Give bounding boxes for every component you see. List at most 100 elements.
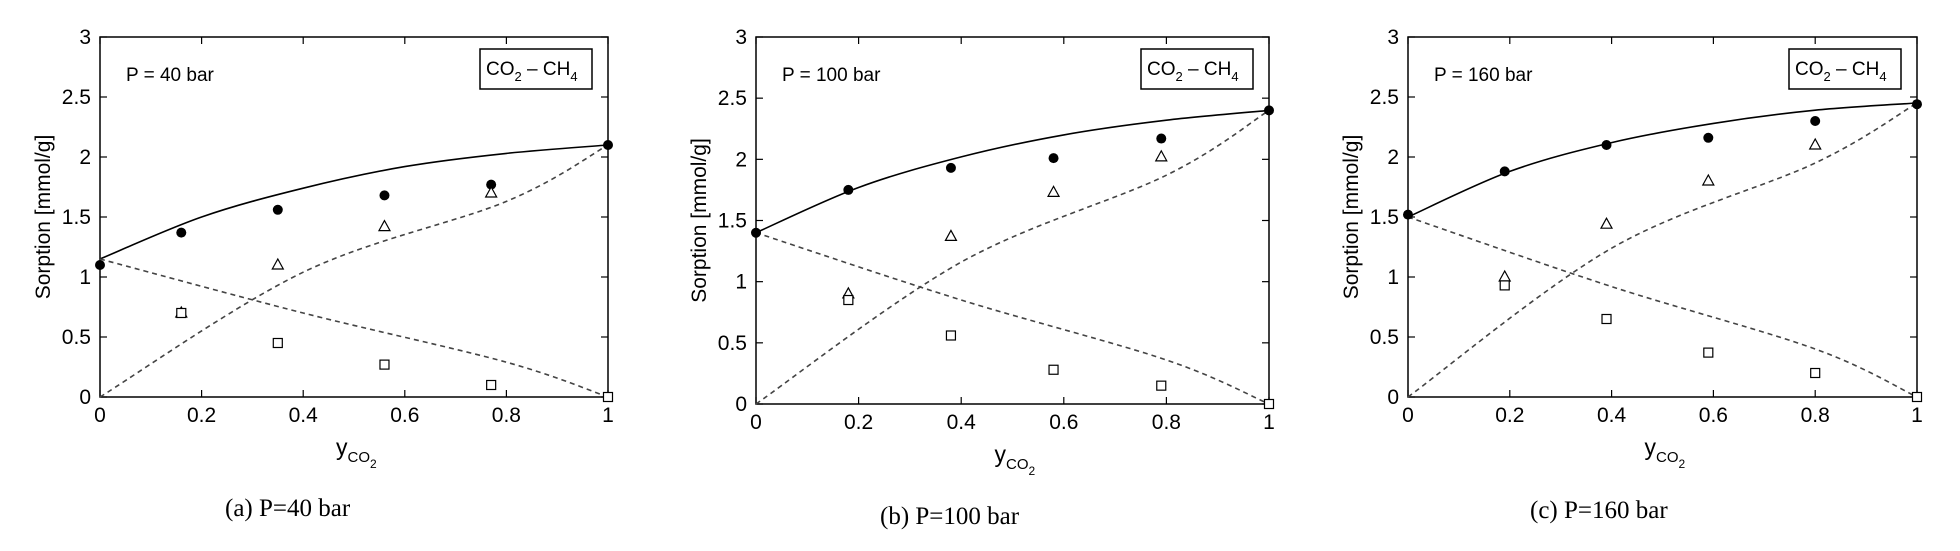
y-tick-label: 0.5 (1370, 326, 1399, 349)
plot-frame (99, 36, 609, 398)
co2-ch4-total-point (272, 204, 283, 215)
co2-ch4-total-point (603, 140, 613, 150)
ch4-point (176, 307, 187, 319)
co2-model-curve (755, 109, 1270, 405)
caption-c: (c) P=160 bar (1530, 497, 1668, 524)
y-tick-label: 1.5 (718, 210, 747, 233)
ch4-point (1499, 280, 1510, 291)
co2-ch4-total-point (1810, 116, 1821, 126)
y-tick-label: 0 (1387, 386, 1399, 409)
y-tick-label: 0.5 (718, 332, 747, 355)
co2-point (1498, 269, 1512, 282)
y-tick-label: 3 (1387, 26, 1399, 49)
pressure-label: P = 160 bar (1434, 65, 1533, 86)
x-tick-label: 0.8 (1801, 404, 1830, 427)
co2-point (1047, 185, 1061, 197)
system-label: CO2 – CH4 (1795, 59, 1887, 84)
y-tick-label: 3 (79, 26, 91, 49)
co2-point (1154, 149, 1168, 162)
ch4-model-curve (99, 258, 609, 398)
x-axis-title: yCO2 (995, 441, 1036, 478)
caption-b: (b) P=100 bar (880, 503, 1020, 530)
ch4-point (602, 391, 614, 403)
y-axis-title: Sorption [mmol/g] (1340, 135, 1363, 300)
co2-ch4-total-point (945, 162, 956, 173)
caption-a: (a) P=40 bar (225, 495, 351, 522)
system-label: CO2 – CH4 (486, 59, 578, 84)
co2-ch4-total-point (486, 179, 497, 190)
total-model-curve (1407, 102, 1918, 218)
x-tick-label: 0.4 (1597, 404, 1627, 427)
x-tick-label: 0.8 (1152, 411, 1181, 434)
x-tick-label: 0.6 (390, 404, 419, 427)
ch4-point (1703, 347, 1714, 358)
total-model-curve (755, 109, 1270, 234)
y-tick-label: 1 (735, 271, 747, 294)
x-tick-label: 1 (1911, 404, 1923, 427)
x-tick-label: 0.8 (492, 404, 521, 427)
co2-ch4-total-point (1264, 105, 1274, 116)
co2-point (271, 257, 285, 270)
co2-ch4-total-point (176, 227, 187, 238)
chart-panel-a: 0 0.2 0.4 0.6 0.8 1 0 0.5 1 1.5 2 2.5 3 Sorption [mmo… (32, 26, 614, 471)
y-tick-label: 3 (735, 26, 747, 49)
x-tick-label: 0 (1402, 404, 1414, 427)
y-tick-label: 2 (79, 146, 91, 169)
co2-ch4-total-point (751, 227, 761, 238)
ch4-model-curve (755, 231, 1270, 405)
x-tick-label: 0.2 (844, 411, 873, 434)
system-label-box (479, 48, 593, 90)
system-label: CO2 – CH4 (1147, 59, 1239, 84)
x-tick-label: 1 (1263, 411, 1275, 434)
system-label-box (1140, 48, 1254, 90)
co2-ch4-total-point (843, 184, 854, 195)
co2-ch4-total-point (379, 190, 390, 201)
ch4-point (1810, 367, 1821, 379)
x-axis-title: yCO2 (336, 434, 377, 471)
ch4-point (1911, 391, 1923, 403)
y-tick-label: 1.5 (1370, 206, 1399, 229)
y-axis-title: Sorption [mmol/g] (688, 138, 711, 303)
co2-point (944, 229, 958, 242)
x-tick-label: 0.6 (1699, 404, 1728, 427)
plot-frame (755, 36, 1270, 405)
co2-point (1808, 137, 1822, 150)
y-tick-label: 2.5 (62, 86, 91, 109)
co2-point (484, 185, 498, 198)
x-tick-label: 0.4 (947, 411, 977, 434)
x-tick-label: 0 (94, 404, 106, 427)
y-tick-label: 2.5 (1370, 86, 1399, 109)
co2-ch4-total-point (1703, 132, 1714, 143)
ch4-point (945, 330, 957, 341)
y-tick-label: 0 (735, 393, 747, 416)
co2-ch4-total-point (1912, 99, 1922, 110)
ch4-point (1156, 380, 1167, 391)
y-tick-label: 2 (1387, 146, 1399, 169)
ch4-point (272, 337, 283, 349)
co2-model-curve (1407, 102, 1918, 398)
ch4-point (1601, 313, 1612, 325)
ch4-point (843, 294, 854, 306)
ch4-point (1263, 398, 1275, 410)
chart-panel-c: 0 0.2 0.4 0.6 0.8 1 0 0.5 1 1.5 2 2.5 3 Sorption [mmo… (1340, 26, 1923, 471)
x-tick-label: 0.2 (187, 404, 216, 427)
co2-point (1599, 216, 1614, 229)
y-tick-label: 1 (79, 266, 91, 289)
co2-ch4-total-point (1601, 140, 1612, 150)
y-tick-label: 0.5 (62, 326, 91, 349)
x-tick-label: 0 (750, 411, 762, 434)
co2-ch4-total-point (1156, 133, 1167, 144)
plot-frame (1407, 36, 1918, 398)
ch4-model-curve (1407, 216, 1918, 398)
y-tick-label: 2.5 (718, 87, 747, 110)
co2-point (377, 219, 391, 232)
pressure-label: P = 40 bar (126, 65, 215, 86)
co2-model-curve (99, 144, 609, 398)
co2-point (1701, 173, 1715, 186)
total-model-curve (99, 144, 609, 260)
x-axis-title: yCO2 (1645, 434, 1686, 471)
y-tick-label: 2 (735, 148, 747, 171)
co2-ch4-total-point (1499, 166, 1510, 177)
x-tick-label: 0.2 (1495, 404, 1524, 427)
